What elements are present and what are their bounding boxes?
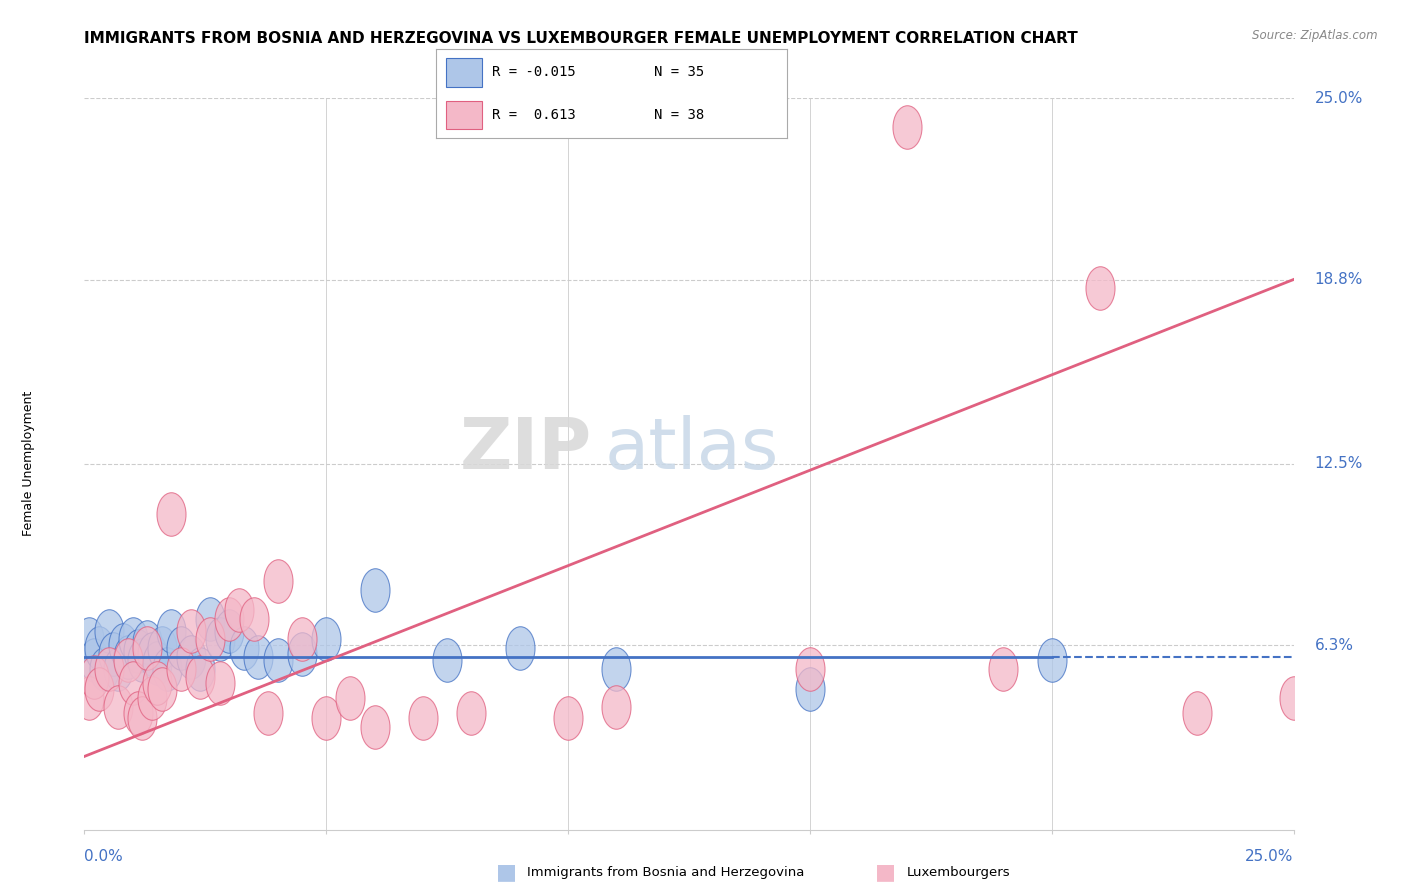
Text: Source: ZipAtlas.com: Source: ZipAtlas.com <box>1253 29 1378 42</box>
Bar <box>447 58 482 87</box>
Bar <box>447 101 482 129</box>
Text: 6.3%: 6.3% <box>1315 638 1354 653</box>
Text: 12.5%: 12.5% <box>1315 457 1362 471</box>
Text: R =  0.613: R = 0.613 <box>492 108 576 122</box>
Text: Luxembourgers: Luxembourgers <box>907 866 1011 879</box>
Text: 25.0%: 25.0% <box>1315 91 1362 105</box>
Text: N = 35: N = 35 <box>654 65 704 79</box>
Text: 25.0%: 25.0% <box>1246 849 1294 863</box>
Text: Female Unemployment: Female Unemployment <box>21 392 35 536</box>
Text: ZIP: ZIP <box>460 415 592 483</box>
Text: 0.0%: 0.0% <box>84 849 124 863</box>
Text: ■: ■ <box>496 863 516 882</box>
Text: IMMIGRANTS FROM BOSNIA AND HERZEGOVINA VS LUXEMBOURGER FEMALE UNEMPLOYMENT CORRE: IMMIGRANTS FROM BOSNIA AND HERZEGOVINA V… <box>84 31 1078 46</box>
Text: Immigrants from Bosnia and Herzegovina: Immigrants from Bosnia and Herzegovina <box>527 866 804 879</box>
Text: atlas: atlas <box>605 415 779 483</box>
Text: ■: ■ <box>876 863 896 882</box>
Text: N = 38: N = 38 <box>654 108 704 122</box>
Text: R = -0.015: R = -0.015 <box>492 65 576 79</box>
Text: 18.8%: 18.8% <box>1315 272 1362 287</box>
